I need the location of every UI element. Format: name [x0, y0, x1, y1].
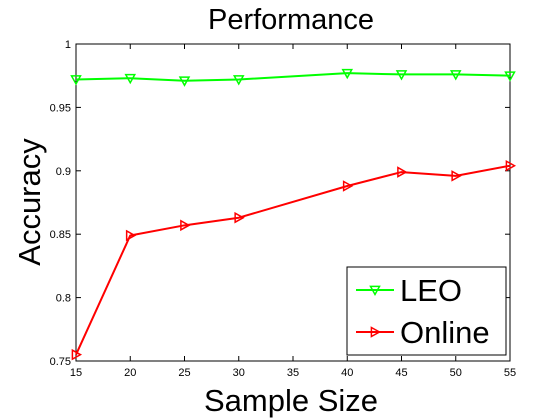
chart-title: Performance	[208, 4, 374, 36]
y-axis-label: Accuracy	[12, 138, 47, 266]
legend-box	[346, 266, 507, 356]
series-online	[71, 159, 517, 361]
x-tick-label: 55	[504, 367, 516, 379]
data-point	[180, 219, 191, 232]
data-point	[341, 68, 354, 80]
axes: 15 20 25 30 35 40 45 50 55 0.75 0.8 0.85 0.9 0.95 1	[50, 39, 517, 379]
data-point	[451, 170, 462, 182]
series-layer	[70, 68, 517, 361]
series-line	[75, 72, 511, 82]
data-point	[232, 75, 245, 86]
y-tick-label: 0.9	[56, 166, 71, 178]
y-tick-label: 1	[65, 39, 71, 51]
data-point	[505, 159, 517, 172]
data-point	[178, 76, 191, 87]
legend-item-online: Online	[356, 315, 490, 350]
data-point	[397, 166, 408, 178]
data-point	[234, 211, 245, 224]
legend-label: LEO	[400, 273, 462, 308]
data-point	[125, 229, 137, 242]
legend: LEO Online	[346, 266, 507, 356]
x-tick-label: 40	[341, 367, 353, 379]
y-tick-label: 0.75	[50, 356, 71, 368]
data-point	[124, 73, 137, 85]
data-point	[449, 70, 462, 81]
x-tick-label: 50	[450, 367, 462, 379]
x-tick-label: 45	[395, 367, 407, 379]
legend-marker	[369, 285, 381, 297]
y-tick-label: 0.95	[50, 102, 71, 114]
data-point	[342, 180, 354, 192]
legend-label: Online	[400, 315, 490, 350]
x-tick-label: 25	[178, 367, 190, 379]
x-tick-label: 15	[70, 367, 82, 379]
y-tick-label: 0.8	[56, 293, 71, 305]
legend-marker	[370, 326, 382, 338]
data-point	[395, 70, 408, 81]
x-tick-label: 35	[287, 367, 299, 379]
x-tick-label: 30	[233, 367, 245, 379]
legend-item-leo: LEO	[356, 273, 462, 308]
y-tick-label: 0.85	[50, 229, 71, 241]
x-tick-label: 20	[124, 367, 136, 379]
data-point	[70, 75, 82, 86]
data-point	[71, 348, 83, 361]
x-axis-label: Sample Size	[204, 383, 378, 418]
series-leo	[70, 68, 516, 87]
series-line	[75, 164, 511, 356]
data-point	[504, 71, 516, 82]
